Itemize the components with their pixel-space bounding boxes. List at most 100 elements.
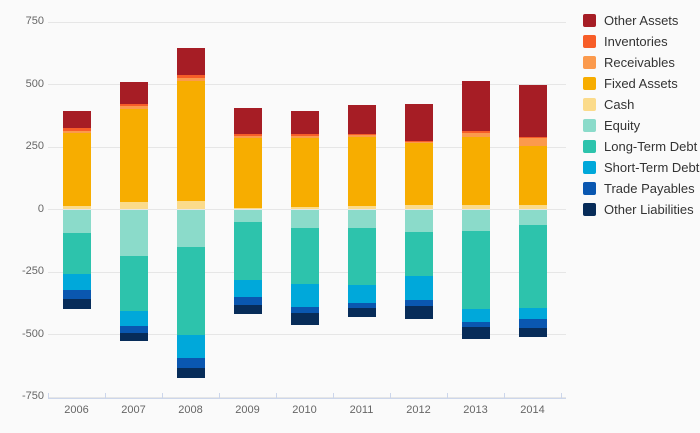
bar-segment-other-liabilities-2006[interactable] (62, 299, 91, 310)
bar-segment-inventories-2008[interactable] (176, 75, 205, 78)
bar-segment-short-term-debt-2010[interactable] (290, 284, 319, 307)
bar-segment-cash-2012[interactable] (404, 205, 433, 209)
bar-segment-inventories-2006[interactable] (62, 128, 91, 131)
bar-segment-short-term-debt-2011[interactable] (347, 285, 376, 304)
bar-segment-cash-2008[interactable] (176, 200, 205, 210)
bar-segment-short-term-debt-2012[interactable] (404, 276, 433, 301)
bar-segment-fixed-assets-2013[interactable] (461, 136, 490, 206)
bar-segment-equity-2014[interactable] (518, 210, 547, 225)
bar-segment-inventories-2012[interactable] (404, 140, 433, 142)
bar-segment-other-assets-2012[interactable] (404, 104, 433, 141)
bar-segment-fixed-assets-2012[interactable] (404, 143, 433, 205)
bar-segment-cash-2013[interactable] (461, 205, 490, 210)
bar-segment-other-liabilities-2010[interactable] (290, 313, 319, 325)
legend-item-other-assets[interactable]: Other Assets (583, 10, 699, 31)
bar-segment-other-liabilities-2012[interactable] (404, 305, 433, 319)
legend-item-short-term-debt[interactable]: Short-Term Debt (583, 157, 699, 178)
bar-segment-long-term-debt-2014[interactable] (518, 225, 547, 308)
bar-segment-other-liabilities-2013[interactable] (461, 326, 490, 339)
bar-segment-receivables-2006[interactable] (62, 130, 91, 134)
bar-segment-equity-2009[interactable] (233, 210, 262, 222)
bar-segment-fixed-assets-2011[interactable] (347, 137, 376, 206)
bar-segment-long-term-debt-2007[interactable] (119, 256, 148, 311)
bar-segment-short-term-debt-2009[interactable] (233, 280, 262, 297)
legend-item-equity[interactable]: Equity (583, 115, 699, 136)
bar-segment-fixed-assets-2007[interactable] (119, 109, 148, 202)
bar-segment-cash-2010[interactable] (290, 206, 319, 209)
legend-item-inventories[interactable]: Inventories (583, 31, 699, 52)
bar-segment-equity-2013[interactable] (461, 210, 490, 231)
bar-segment-other-assets-2010[interactable] (290, 110, 319, 134)
bar-segment-fixed-assets-2014[interactable] (518, 145, 547, 205)
bar-segment-cash-2007[interactable] (119, 202, 148, 209)
bar-segment-receivables-2008[interactable] (176, 77, 205, 81)
legend-item-long-term-debt[interactable]: Long-Term Debt (583, 136, 699, 157)
bar-segment-short-term-debt-2007[interactable] (119, 310, 148, 327)
bar-segment-other-assets-2011[interactable] (347, 104, 376, 135)
bar-segment-equity-2010[interactable] (290, 210, 319, 228)
bar-segment-equity-2006[interactable] (62, 210, 91, 234)
bar-segment-long-term-debt-2010[interactable] (290, 227, 319, 284)
bar-segment-cash-2009[interactable] (233, 207, 262, 210)
bar-segment-receivables-2007[interactable] (119, 106, 148, 109)
bar-segment-other-liabilities-2011[interactable] (347, 308, 376, 317)
legend-item-cash[interactable]: Cash (583, 94, 699, 115)
bar-segment-inventories-2007[interactable] (119, 103, 148, 106)
bar-segment-receivables-2009[interactable] (233, 135, 262, 138)
bar-segment-short-term-debt-2006[interactable] (62, 274, 91, 291)
bar-segment-short-term-debt-2008[interactable] (176, 334, 205, 359)
bar-segment-receivables-2012[interactable] (404, 141, 433, 144)
bar-segment-equity-2008[interactable] (176, 210, 205, 248)
bar-segment-long-term-debt-2008[interactable] (176, 247, 205, 335)
bar-segment-long-term-debt-2013[interactable] (461, 231, 490, 309)
bar-segment-trade-payables-2012[interactable] (404, 300, 433, 306)
bar-segment-trade-payables-2013[interactable] (461, 321, 490, 327)
legend-item-fixed-assets[interactable]: Fixed Assets (583, 73, 699, 94)
bar-segment-equity-2011[interactable] (347, 210, 376, 229)
bar-segment-other-liabilities-2014[interactable] (518, 328, 547, 337)
bar-segment-receivables-2014[interactable] (518, 137, 547, 146)
bar-segment-fixed-assets-2010[interactable] (290, 137, 319, 207)
bar-segment-long-term-debt-2011[interactable] (347, 228, 376, 286)
bar-segment-fixed-assets-2008[interactable] (176, 80, 205, 201)
bar-segment-trade-payables-2011[interactable] (347, 303, 376, 309)
bar-segment-other-assets-2009[interactable] (233, 107, 262, 134)
bar-segment-other-assets-2006[interactable] (62, 111, 91, 129)
bar-segment-equity-2007[interactable] (119, 210, 148, 256)
bar-segment-other-liabilities-2007[interactable] (119, 333, 148, 341)
bar-segment-fixed-assets-2006[interactable] (62, 133, 91, 207)
legend-item-receivables[interactable]: Receivables (583, 52, 699, 73)
bar-segment-short-term-debt-2014[interactable] (518, 307, 547, 320)
bar-segment-trade-payables-2006[interactable] (62, 290, 91, 300)
bar-segment-inventories-2013[interactable] (461, 131, 490, 134)
bar-segment-cash-2011[interactable] (347, 205, 376, 210)
bar-segment-trade-payables-2009[interactable] (233, 296, 262, 305)
bar-segment-fixed-assets-2009[interactable] (233, 137, 262, 208)
bar-segment-receivables-2013[interactable] (461, 133, 490, 137)
bar-segment-other-liabilities-2008[interactable] (176, 368, 205, 379)
bar-segment-equity-2012[interactable] (404, 210, 433, 232)
bar-segment-trade-payables-2014[interactable] (518, 319, 547, 329)
bar-segment-long-term-debt-2012[interactable] (404, 231, 433, 277)
bar-segment-other-liabilities-2009[interactable] (233, 304, 262, 315)
bar-segment-inventories-2011[interactable] (347, 134, 376, 136)
bar-segment-cash-2006[interactable] (62, 206, 91, 210)
bar-segment-trade-payables-2008[interactable] (176, 358, 205, 369)
bar-segment-receivables-2010[interactable] (290, 135, 319, 138)
bar-segment-receivables-2011[interactable] (347, 135, 376, 138)
legend-item-other-liabilities[interactable]: Other Liabilities (583, 199, 699, 220)
bar-segment-inventories-2010[interactable] (290, 133, 319, 136)
bar-segment-other-assets-2008[interactable] (176, 47, 205, 76)
bar-segment-long-term-debt-2006[interactable] (62, 233, 91, 275)
bar-segment-other-assets-2007[interactable] (119, 81, 148, 104)
bar-segment-cash-2014[interactable] (518, 204, 547, 210)
bar-segment-trade-payables-2010[interactable] (290, 307, 319, 313)
bar-segment-inventories-2014[interactable] (518, 136, 547, 138)
legend-item-trade-payables[interactable]: Trade Payables (583, 178, 699, 199)
bar-segment-other-assets-2014[interactable] (518, 85, 547, 137)
bar-segment-other-assets-2013[interactable] (461, 80, 490, 132)
bar-segment-trade-payables-2007[interactable] (119, 326, 148, 334)
bar-segment-short-term-debt-2013[interactable] (461, 309, 490, 322)
bar-segment-inventories-2009[interactable] (233, 133, 262, 136)
bar-segment-long-term-debt-2009[interactable] (233, 221, 262, 281)
